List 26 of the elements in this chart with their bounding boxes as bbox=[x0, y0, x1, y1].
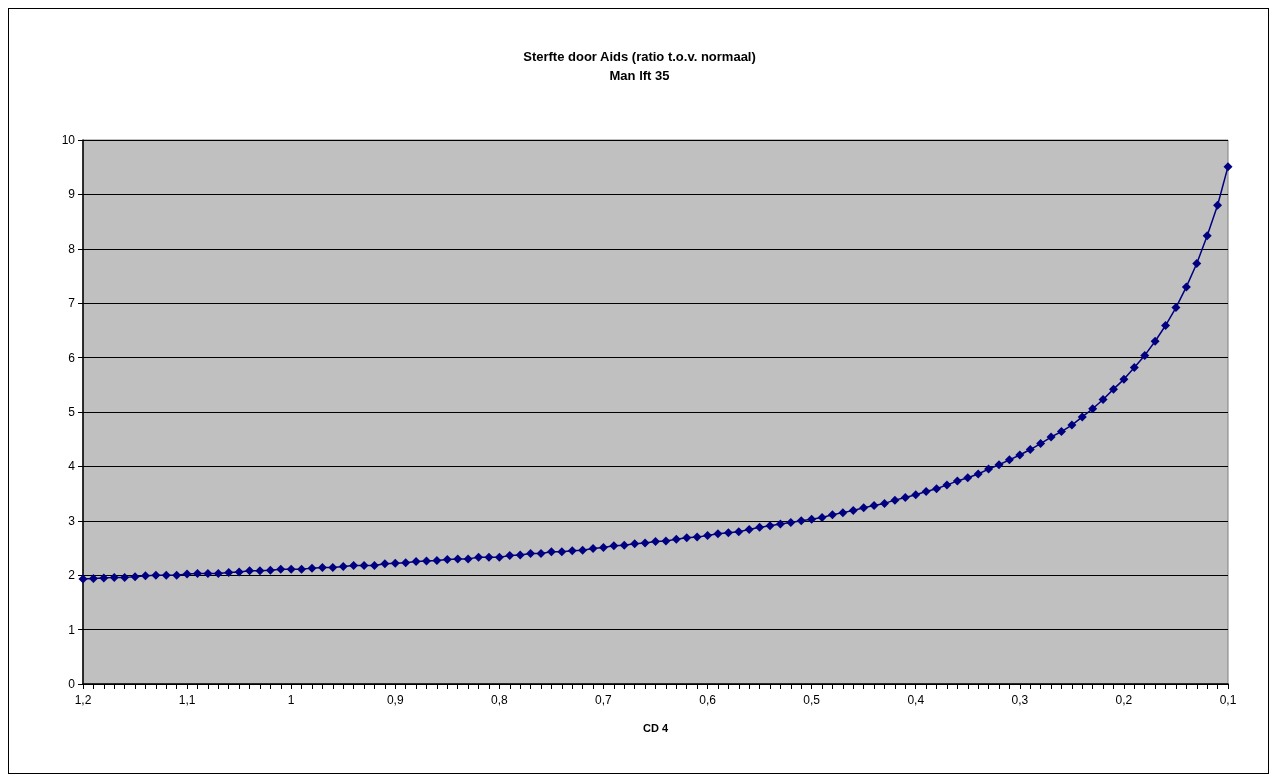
y-tick-label: 2 bbox=[68, 568, 76, 583]
x-tick-label: 0,5 bbox=[803, 693, 821, 707]
x-tick-label: 0,6 bbox=[699, 693, 717, 707]
y-tick-label: 7 bbox=[68, 296, 76, 311]
y-tick-label: 0 bbox=[68, 677, 76, 691]
x-tick-label: 0,2 bbox=[1115, 693, 1133, 707]
y-tick-label: 9 bbox=[68, 187, 76, 202]
x-tick-label: 0,3 bbox=[1011, 693, 1029, 707]
x-tick-label: 0,8 bbox=[491, 693, 509, 707]
chart-subtitle: Man lft 35 bbox=[609, 68, 670, 83]
x-tick-label: 0,4 bbox=[907, 693, 925, 707]
x-tick-label: 0,9 bbox=[386, 693, 404, 707]
y-tick-label: 8 bbox=[68, 241, 76, 256]
x-tick-label: 1,1 bbox=[178, 693, 196, 707]
y-tick-label: 3 bbox=[68, 513, 76, 528]
y-tick-label: 10 bbox=[61, 133, 76, 147]
y-tick-label: 6 bbox=[68, 350, 76, 365]
chart-title: Sterfte door Aids (ratio t.o.v. normaal) bbox=[523, 49, 756, 64]
x-axis-title: CD 4 bbox=[642, 721, 669, 734]
x-tick-label: 1 bbox=[287, 693, 295, 707]
y-tick-label: 1 bbox=[68, 622, 76, 637]
y-tick-label: 4 bbox=[68, 459, 76, 474]
x-tick-label: 0,1 bbox=[1219, 693, 1237, 707]
x-tick-label: 1,2 bbox=[74, 693, 92, 707]
x-tick-label: 0,7 bbox=[595, 693, 613, 707]
y-tick-label: 5 bbox=[68, 405, 76, 419]
